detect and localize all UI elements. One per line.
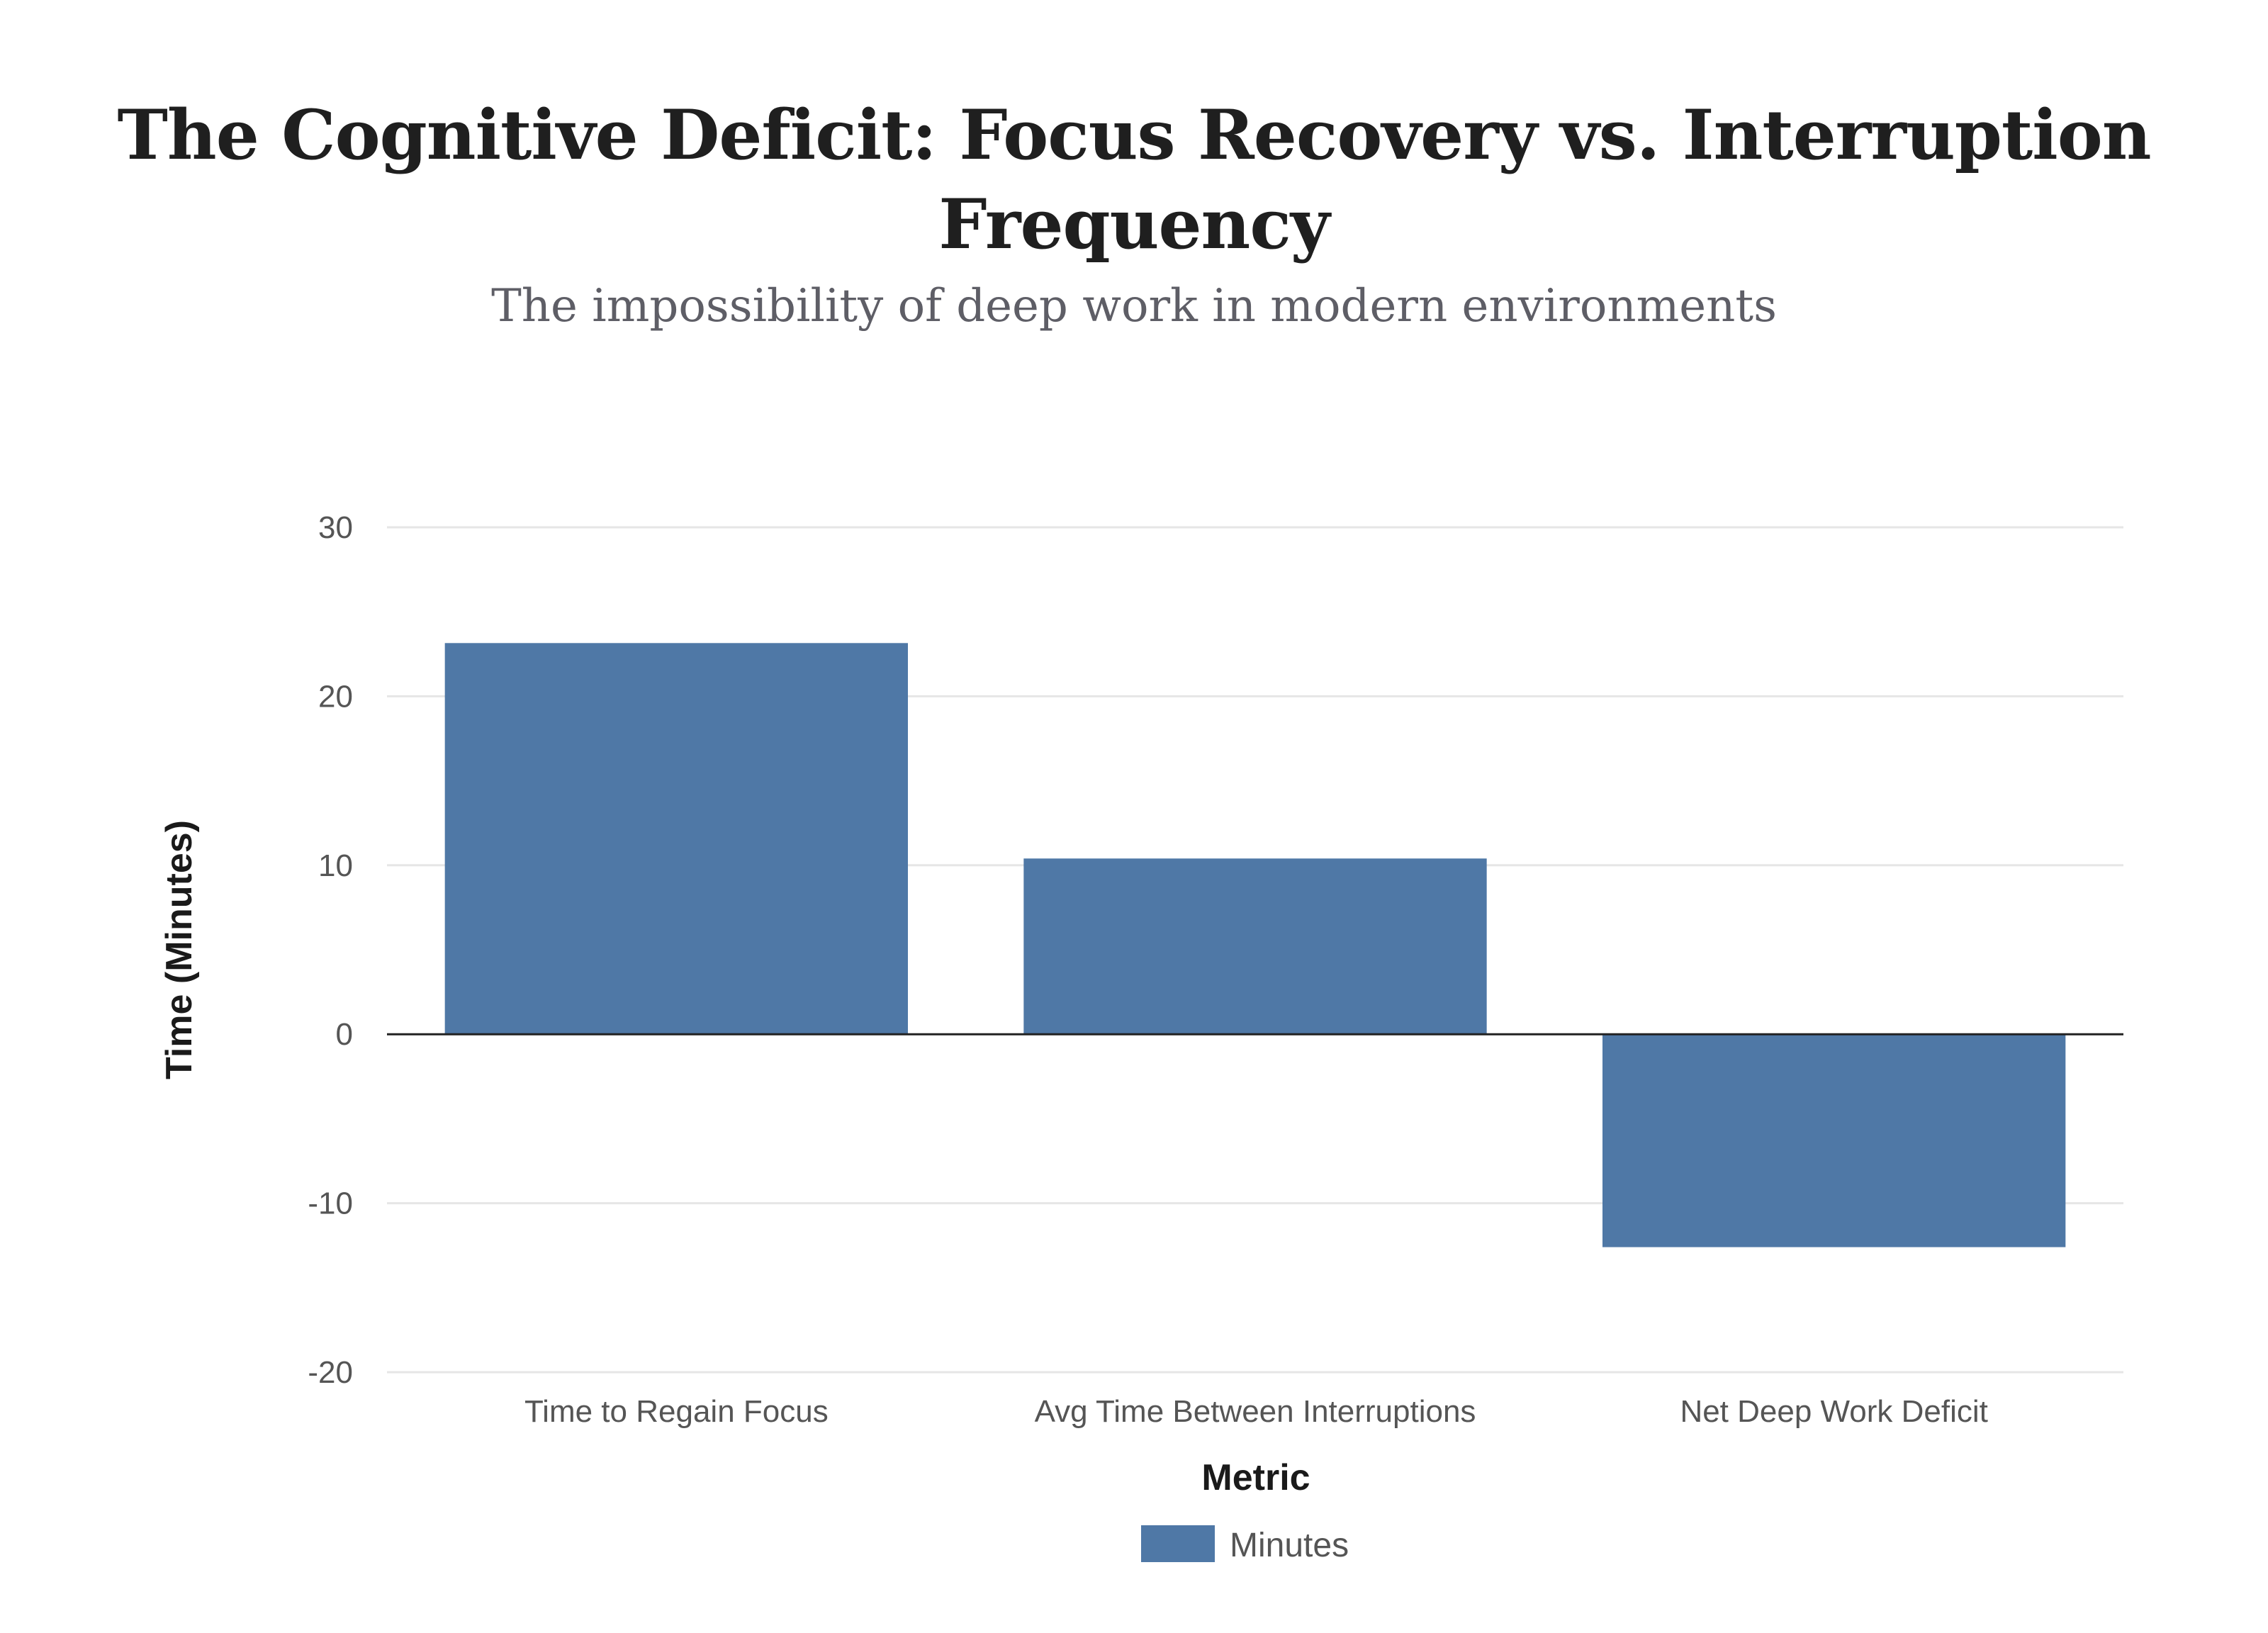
bar xyxy=(1602,1034,2066,1247)
chart-title-line-2: Frequency xyxy=(938,184,1330,264)
legend: Minutes xyxy=(1141,1525,1349,1564)
y-tick-label: 0 xyxy=(336,1017,353,1052)
y-tick-label: 20 xyxy=(318,679,353,714)
y-tick-label: 10 xyxy=(318,848,353,883)
y-axis-title: Time (Minutes) xyxy=(159,820,200,1079)
chart-title-line-1: The Cognitive Deficit: Focus Recovery vs… xyxy=(117,95,2151,175)
legend-swatch xyxy=(1141,1525,1215,1562)
chart-title: The Cognitive Deficit: Focus Recovery vs… xyxy=(0,91,2268,269)
y-tick-label: -10 xyxy=(308,1186,353,1221)
chart-subtitle: The impossibility of deep work in modern… xyxy=(491,280,1777,332)
legend-label: Minutes xyxy=(1230,1527,1349,1564)
y-axis-ticks: 30 20 10 0 -10 -20 xyxy=(308,510,353,1390)
x-category-label: Time to Regain Focus xyxy=(524,1394,829,1429)
bar xyxy=(1023,858,1487,1035)
y-tick-label: 30 xyxy=(318,510,353,545)
y-tick-label: -20 xyxy=(308,1355,353,1390)
x-axis-categories: Time to Regain Focus Avg Time Between Int… xyxy=(524,1394,1988,1429)
x-axis-title: Metric xyxy=(1201,1457,1310,1498)
x-category-label: Avg Time Between Interruptions xyxy=(1035,1394,1476,1429)
bars xyxy=(444,643,2066,1247)
bar xyxy=(444,643,908,1035)
x-category-label: Net Deep Work Deficit xyxy=(1680,1394,1987,1429)
